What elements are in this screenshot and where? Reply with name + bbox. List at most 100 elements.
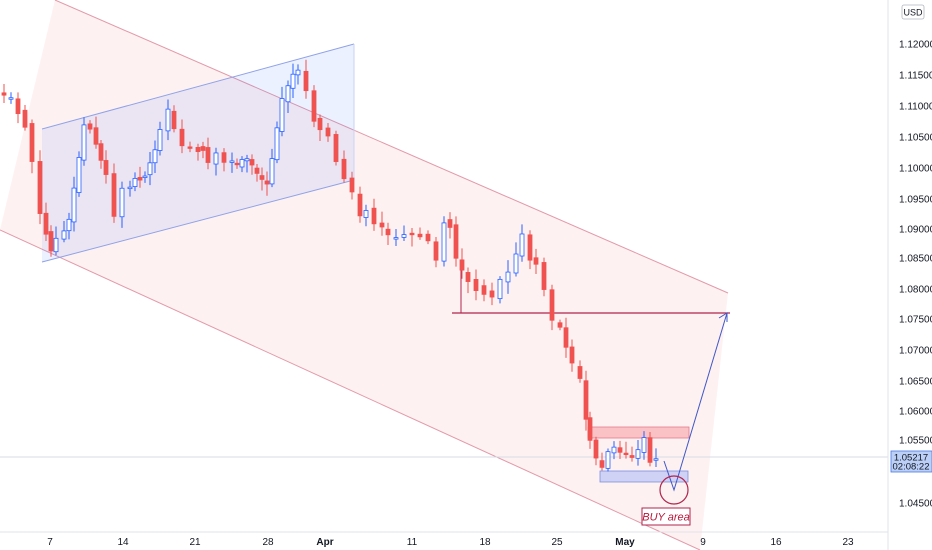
candles — [1, 59, 659, 472]
candle-body-up — [213, 152, 219, 165]
candle-body-down — [593, 439, 599, 459]
last-price-value: 1.05217 — [894, 453, 928, 464]
candle-body-up — [165, 108, 171, 132]
y-tick-label: 1.09000 — [899, 225, 932, 236]
candle-body-down — [37, 161, 43, 214]
candle-body-down — [171, 110, 177, 130]
candle-body-down — [15, 98, 21, 115]
candle-body-down — [541, 262, 547, 290]
candle-body-up — [401, 234, 407, 238]
x-tick-label: 7 — [47, 537, 53, 548]
candle-body-up — [76, 157, 82, 193]
supply-zone — [587, 426, 690, 439]
y-tick-label: 1.08500 — [899, 254, 932, 265]
candle-body-down — [111, 173, 117, 217]
candle-body-down — [563, 327, 569, 348]
candle-body-down — [43, 212, 49, 235]
x-tick-label: 18 — [479, 537, 491, 548]
candle-body-down — [385, 228, 391, 236]
candle-body-up — [53, 237, 59, 253]
y-tick-label: 1.08000 — [899, 285, 932, 296]
candle-body-down — [623, 452, 629, 456]
currency-badge[interactable]: USD — [901, 4, 925, 20]
x-tick-label: 21 — [189, 537, 201, 548]
candle-body-down — [489, 290, 495, 298]
y-tick-label: 1.12000 — [899, 40, 932, 51]
candle-body-down — [453, 224, 459, 259]
candle-body-down — [583, 380, 589, 420]
x-tick-label: May — [615, 537, 635, 548]
candle-body-down — [103, 160, 109, 175]
candle-body-up — [513, 253, 519, 274]
candle-body-up — [363, 210, 369, 218]
candle-body-up — [127, 186, 133, 190]
candle-body-up — [147, 162, 153, 176]
candle-body-down — [417, 233, 423, 238]
candle-body-down — [48, 231, 54, 252]
last-price-badge-box — [890, 450, 932, 473]
candle-body-up — [611, 446, 617, 454]
candle-body-up — [61, 230, 67, 240]
candle-body-up — [605, 451, 611, 469]
candle-body-down — [569, 346, 575, 364]
descending-channel-lower-line — [0, 229, 701, 550]
candle-body-down — [341, 158, 347, 180]
buy-area-label: BUY area — [641, 507, 691, 526]
candle-body-up — [285, 85, 291, 103]
demand-zone — [599, 470, 689, 483]
candle-body-down — [195, 147, 201, 152]
candle-body-up — [295, 69, 301, 76]
candle-body-up — [393, 237, 399, 240]
time-axis[interactable]: 7 14 21 28 Apr 11 18 25 May 9 16 23 — [0, 531, 888, 548]
candle-body-up — [279, 98, 285, 132]
candle-body-up — [66, 218, 72, 232]
y-tick-label: 1.07000 — [899, 346, 932, 357]
candle-body-down — [311, 90, 317, 122]
candle-body-up — [653, 458, 659, 461]
candle-body-down — [629, 455, 635, 458]
candle-body-down — [433, 241, 439, 261]
candle-body-down — [647, 437, 653, 463]
candle-body-down — [22, 109, 28, 128]
candle-body-up — [157, 129, 163, 151]
candle-body-up — [505, 271, 511, 283]
y-tick-label: 1.10500 — [899, 133, 932, 144]
projection-arrowhead — [718, 312, 728, 322]
candle-body-down — [357, 193, 363, 217]
candle-body-down — [425, 233, 431, 242]
candle-body-down — [179, 128, 185, 147]
price-axis[interactable]: 1.12000 1.11500 1.11000 1.10500 1.10000 1.095… — [887, 0, 932, 550]
y-tick-label: 1.09500 — [899, 195, 932, 206]
candle-body-down — [333, 134, 339, 162]
candle-body-up — [269, 158, 275, 185]
candle-body-up — [81, 124, 87, 161]
y-tick-label: 1.07500 — [899, 315, 932, 326]
candle-body-down — [473, 279, 479, 291]
candle-body-up — [497, 278, 503, 300]
candle-body-down — [577, 366, 583, 379]
candle-body-down — [379, 222, 385, 228]
candle-body-down — [459, 259, 465, 271]
buy-area-circle — [659, 475, 689, 505]
y-tick-label: 1.11500 — [899, 71, 932, 82]
candle-body-down — [587, 417, 593, 441]
bar-countdown: 02:08:22 — [893, 462, 930, 473]
currency-label: USD — [903, 8, 923, 18]
x-tick-label: 9 — [700, 537, 706, 548]
descending-channel-upper-line — [54, 0, 729, 294]
candle-body-up — [119, 187, 125, 218]
y-tick-label: 1.04500 — [899, 499, 932, 510]
ascending-channel-lower-line — [41, 179, 355, 263]
candle-body-down — [325, 127, 331, 137]
buy-area-label-box — [641, 507, 691, 526]
candle-body-down — [259, 175, 265, 180]
descending-channel-fill — [0, 0, 728, 550]
x-tick-label: Apr — [316, 537, 333, 548]
candle-body-down — [200, 146, 206, 151]
y-tick-label: 1.06000 — [899, 407, 932, 418]
candle-body-up — [635, 449, 641, 459]
candle-body-up — [519, 233, 525, 257]
candle-body-down — [221, 152, 227, 163]
candle-body-down — [371, 207, 377, 225]
